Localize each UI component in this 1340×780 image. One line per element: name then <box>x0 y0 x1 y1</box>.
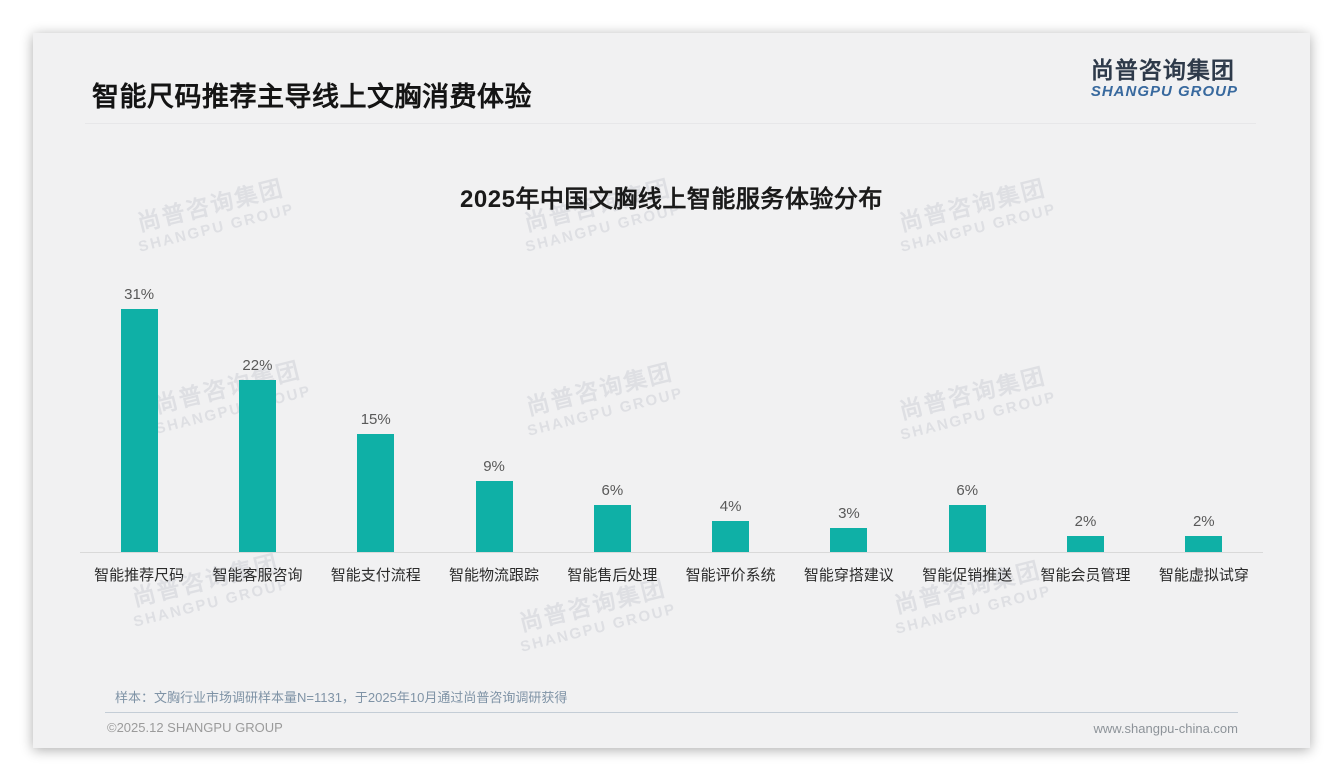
category-label: 智能物流跟踪 <box>449 567 540 584</box>
bar <box>1185 536 1223 552</box>
bar-chart: 31% 22% 15% 9% 6% 4% 3% 6% 2% 2% <box>80 273 1263 553</box>
bar <box>830 528 868 552</box>
category-axis-labels: 智能推荐尺码 智能客服咨询 智能支付流程 智能物流跟踪 智能售后处理 智能评价系统 智能穿搭… <box>80 564 1263 585</box>
bar <box>1067 536 1105 552</box>
page-title: 智能尺码推荐主导线上文胸消费体验 <box>92 82 532 112</box>
bar-value-label: 4% <box>719 497 742 515</box>
bar <box>475 481 513 552</box>
bar-value-label: 2% <box>1074 513 1097 531</box>
bar <box>357 434 395 552</box>
chart-title: 2025年中国文胸线上智能服务体验分布 <box>460 186 883 213</box>
copyright-text: ©2025.12 SHANGPU GROUP <box>107 720 283 735</box>
bar <box>712 520 750 552</box>
bar-slot: 6% <box>553 273 671 552</box>
bar-slot: 22% <box>198 273 316 552</box>
bar-value-label: 9% <box>483 458 505 476</box>
bar-slot: 3% <box>790 273 908 552</box>
bar-value-label: 22% <box>242 356 273 374</box>
category-label: 智能促销推送 <box>922 567 1013 584</box>
company-logo: 尚普咨询集团 SHANGPU GROUP <box>1091 57 1238 101</box>
logo-chinese-text: 尚普咨询集团 <box>1090 57 1235 83</box>
bar-slot: 4% <box>671 273 789 552</box>
category-label: 智能会员管理 <box>1040 567 1131 584</box>
bar-slot: 31% <box>80 273 198 552</box>
category-label: 智能推荐尺码 <box>94 567 185 584</box>
category-label: 智能评价系统 <box>685 567 776 584</box>
category-label: 智能穿搭建议 <box>803 567 894 584</box>
bar-value-label: 6% <box>601 481 624 499</box>
category-label: 智能支付流程 <box>330 567 421 584</box>
category-label: 智能售后处理 <box>567 567 658 584</box>
bar <box>593 504 631 552</box>
bar-slot: 2% <box>1145 273 1263 552</box>
watermark: 尚普咨询集团 SHANGPU GROUP <box>512 572 679 657</box>
watermark: 尚普咨询集团 SHANGPU GROUP <box>125 547 292 632</box>
sample-note: 样本：文胸行业市场调研样本量N=1131，于2025年10月通过尚普咨询调研获得 <box>115 690 568 705</box>
bar-slot: 6% <box>908 273 1026 552</box>
bar <box>120 308 158 552</box>
bar-value-label: 2% <box>1192 513 1215 531</box>
bar-value-label: 31% <box>124 285 155 303</box>
bar-slot: 15% <box>317 273 435 552</box>
bar-value-label: 6% <box>956 481 979 499</box>
slide-card: 智能尺码推荐主导线上文胸消费体验 尚普咨询集团 SHANGPU GROUP 尚普… <box>33 33 1310 748</box>
category-label: 智能虚拟试穿 <box>1158 567 1249 584</box>
bar <box>948 504 986 552</box>
logo-english-text: SHANGPU GROUP <box>1090 83 1238 101</box>
category-label: 智能客服咨询 <box>212 567 303 584</box>
bar-slot: 9% <box>435 273 553 552</box>
bar-value-label: 15% <box>360 411 391 429</box>
watermark-en: SHANGPU GROUP <box>518 600 679 656</box>
website-url: www.shangpu-china.com <box>1093 721 1238 736</box>
bar-value-label: 3% <box>838 505 860 523</box>
watermark-en: SHANGPU GROUP <box>893 582 1054 638</box>
title-divider <box>85 123 1256 124</box>
bar-slot: 2% <box>1026 273 1144 552</box>
footer-divider <box>105 712 1238 713</box>
bar <box>238 379 276 552</box>
